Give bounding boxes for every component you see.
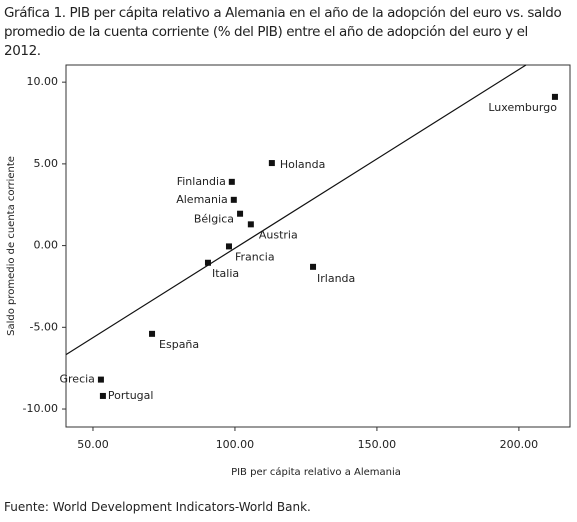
point-label: Austria — [259, 228, 298, 241]
point — [230, 196, 237, 203]
y-tick-label: 5.00 — [34, 157, 59, 170]
point-label: Bélgica — [194, 213, 234, 226]
point — [149, 330, 156, 337]
y-tick-label: -10.00 — [23, 402, 58, 415]
point — [225, 243, 232, 250]
x-tick-label: 50.00 — [77, 438, 109, 451]
y-tick-label: 0.00 — [34, 239, 59, 252]
point-label: Irlanda — [317, 272, 355, 285]
point — [310, 263, 317, 270]
point-label: España — [159, 338, 199, 351]
point — [97, 376, 104, 383]
point — [268, 160, 275, 167]
point — [551, 93, 558, 100]
point-label: Portugal — [108, 389, 154, 402]
y-axis-title: Saldo promedio de cuenta corriente — [6, 156, 17, 336]
chart-title: Gráfica 1. PIB per cápita relativo a Ale… — [4, 5, 562, 59]
point — [237, 210, 244, 217]
source-note: Fuente: World Development Indicators-Wor… — [4, 500, 311, 514]
point — [99, 392, 106, 399]
x-tick-label: 150.00 — [358, 438, 397, 451]
point-label: Francia — [235, 250, 275, 263]
point-label: Alemania — [176, 193, 228, 206]
x-tick-label: 100.00 — [216, 438, 255, 451]
x-axis-title: PIB per cápita relativo a Alemania — [231, 466, 401, 478]
y-tick-label: 10.00 — [27, 75, 59, 88]
point-label: Holanda — [280, 158, 326, 171]
point-label: Luxemburgo — [488, 101, 557, 114]
y-tick-label: -5.00 — [30, 320, 58, 333]
point — [228, 178, 235, 185]
point-label: Finlandia — [177, 175, 226, 188]
x-tick-label: 200.00 — [500, 438, 539, 451]
point — [247, 221, 254, 228]
trend-line — [65, 64, 527, 356]
point-label: Grecia — [60, 373, 95, 386]
point-label: Italia — [212, 267, 239, 280]
plot-frame — [65, 64, 571, 428]
point — [204, 259, 211, 266]
chart: PIB per cápita relativo a Alemania Saldo… — [6, 64, 571, 478]
